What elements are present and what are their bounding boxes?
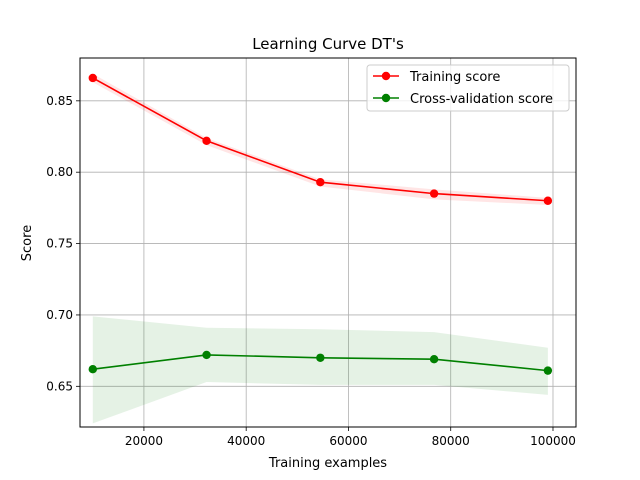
y-axis-ticks: 0.65 0.70 0.75 0.80 0.85 — [46, 94, 80, 393]
data-point — [202, 350, 211, 360]
y-tick-label: 0.70 — [46, 308, 73, 322]
x-axis-ticks: 20000 40000 60000 80000 100000 — [125, 427, 576, 448]
y-tick-label: 0.65 — [46, 379, 73, 393]
y-axis-title: Score — [20, 225, 35, 261]
y-tick-label: 0.80 — [46, 165, 73, 179]
data-point — [543, 196, 553, 205]
data-point — [429, 354, 439, 364]
data-point — [316, 177, 325, 187]
x-tick-label: 60000 — [329, 434, 367, 448]
y-tick-label: 0.75 — [46, 237, 73, 251]
confidence-bands — [92, 73, 548, 424]
data-point — [88, 364, 97, 374]
chart-title: Learning Curve DT's — [252, 35, 404, 53]
x-tick-label: 40000 — [227, 434, 265, 448]
data-point — [88, 73, 97, 83]
x-tick-label: 20000 — [125, 434, 163, 448]
legend-label: Cross-validation score — [410, 92, 553, 107]
x-axis-title: Training examples — [268, 456, 387, 471]
legend-swatch-marker — [381, 71, 391, 81]
legend-swatch-marker — [381, 93, 391, 103]
x-tick-label: 100000 — [530, 434, 576, 448]
legend-label: Training score — [409, 70, 500, 85]
data-point — [429, 189, 439, 198]
x-tick-label: 80000 — [432, 434, 470, 448]
confidence-band — [92, 316, 548, 424]
data-point — [202, 136, 211, 145]
plot-frame — [79, 57, 577, 428]
data-point — [316, 353, 325, 362]
legend: Training score Cross-validation score — [366, 64, 570, 112]
legend-box — [366, 64, 570, 112]
series-points — [88, 73, 553, 375]
data-point — [543, 366, 553, 375]
y-tick-label: 0.85 — [46, 94, 73, 108]
